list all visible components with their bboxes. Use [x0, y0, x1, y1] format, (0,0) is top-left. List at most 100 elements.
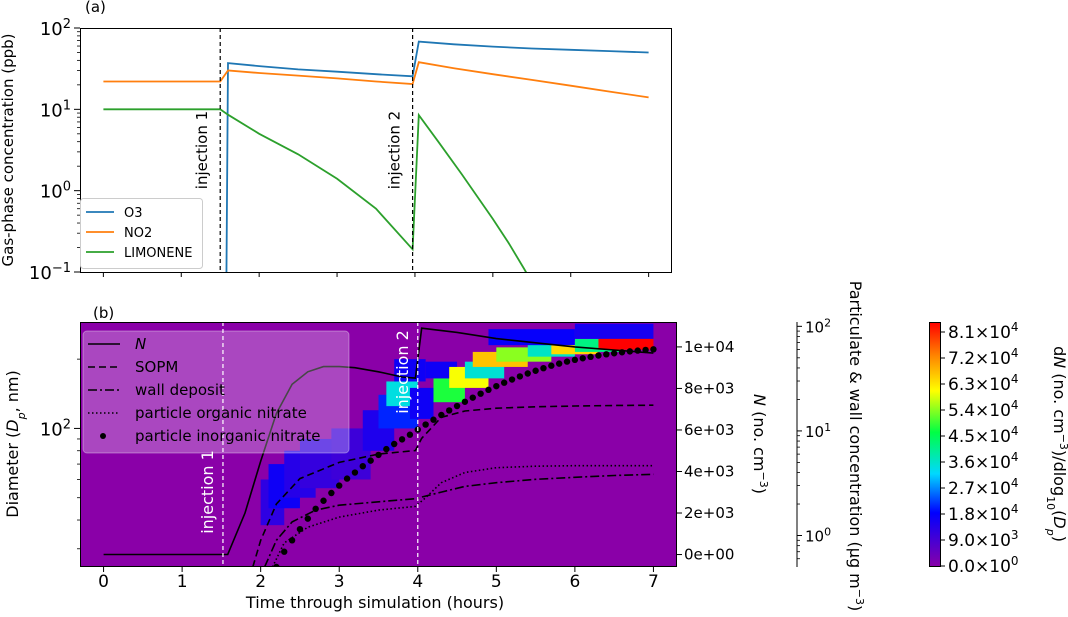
inorganic-nitrate-point [626, 348, 634, 355]
inorganic-nitrate-point [406, 431, 414, 438]
panel-b-ylabel: Diameter (Dp, nm) [3, 370, 28, 517]
panel-b-xlabel: Time through simulation (hours) [245, 593, 504, 612]
panel-b-label: (b) [93, 304, 114, 322]
inorganic-nitrate-point [555, 360, 563, 367]
panel-b-xtick-label: 1 [177, 572, 188, 592]
panel-b-legend-box [82, 330, 350, 454]
colorbar-tick-label: 5.4×104 [948, 398, 1019, 421]
panel-a-legend-box [80, 198, 203, 269]
right-axis-tick-label: 1e+04 [684, 338, 734, 356]
inorganic-nitrate-point [469, 394, 476, 401]
inorganic-nitrate-point [375, 451, 382, 459]
inorganic-nitrate-point [288, 537, 296, 544]
injection-label-b: injection 1 [198, 450, 217, 534]
injection-label-a: injection 1 [193, 111, 211, 189]
series-line-limonene [103, 108, 527, 272]
legend-entry: wall deposit [135, 381, 225, 399]
colorbar-tick-label: 6.3×104 [948, 372, 1019, 395]
inorganic-nitrate-point [508, 376, 516, 383]
legend-entry: particle inorganic nitrate [135, 427, 321, 445]
inorganic-nitrate-point [540, 364, 547, 372]
inorganic-nitrate-point [500, 379, 508, 386]
colorbar-tick-label: 8.1×104 [948, 320, 1019, 343]
inorganic-nitrate-point [587, 353, 594, 361]
series-line-n [103, 327, 654, 556]
inorganic-nitrate-point [548, 362, 555, 369]
inorganic-nitrate-point [304, 515, 312, 522]
far-right-axis-tick-label: 101 [805, 420, 831, 441]
series-line-particle-organic-nitrate [271, 464, 654, 567]
inorganic-nitrate-point [595, 352, 602, 359]
colorbar-tick-label: 0.0×100 [948, 554, 1019, 577]
inorganic-nitrate-point [493, 382, 500, 390]
panel-a-ytick-label: 102 [40, 17, 71, 41]
panel-b-xtick-label: 7 [648, 572, 659, 592]
panel-a-ytick-label: 101 [40, 98, 71, 122]
inorganic-nitrate-point [516, 373, 524, 380]
heatmap-cell [598, 336, 654, 350]
panel-a-ylabel: Gas-phase concentration (ppb) [0, 34, 17, 267]
colorbar-gradient [929, 322, 941, 567]
inorganic-nitrate-point [367, 457, 374, 464]
heatmap-cells [260, 323, 654, 526]
inorganic-nitrate-point [320, 497, 327, 504]
legend-entry: NO2 [124, 226, 152, 241]
inorganic-nitrate-point [328, 489, 335, 497]
inorganic-nitrate-point [485, 386, 492, 394]
legend-swatch [100, 433, 106, 439]
legend-entry: SOPM [135, 358, 178, 376]
panel-b-legend: N SOPM wall deposit particle organic nitrat… [82, 330, 350, 454]
inorganic-nitrate-point [312, 505, 319, 513]
colorbar-tick-label: 4.5×104 [948, 424, 1019, 447]
far-right-axis-tick-label: 100 [805, 525, 831, 546]
inorganic-nitrate-point [650, 346, 657, 353]
right-axis-tick-label: 8e+03 [684, 379, 734, 397]
inorganic-nitrate-point [422, 421, 429, 428]
inorganic-nitrate-point [461, 398, 469, 405]
right-axis-label: N (no. cm−3) [750, 394, 771, 494]
inorganic-nitrate-point [579, 355, 586, 362]
panel-a-ytick-label: 10−1 [29, 261, 71, 285]
right-axis-tick-label: 4e+03 [684, 462, 734, 480]
series-line-no2 [103, 61, 649, 99]
colorbar-tick-label: 9.0×103 [948, 528, 1019, 551]
panel-b-xtick-label: 4 [412, 572, 423, 592]
colorbar: 0.0×100 9.0×103 1.8×104 2.7×104 3.6×104 4.5×1… [929, 320, 1068, 577]
legend-entry: O3 [124, 206, 143, 221]
colorbar-tick-label: 1.8×104 [948, 502, 1019, 525]
inorganic-nitrate-point [438, 411, 445, 419]
panel-a-ytick-label: 100 [40, 179, 71, 203]
series-line-sopm [252, 404, 654, 567]
inorganic-nitrate-point [618, 349, 626, 356]
heatmap-cell [574, 323, 654, 339]
inorganic-nitrate-point [571, 356, 579, 364]
inorganic-nitrate-point [391, 440, 398, 448]
panel-a: (a) Gas-phase concentration (ppb) 10−1 10… [0, 0, 672, 284]
panel-a-label: (a) [85, 0, 106, 16]
right-axis-tick-label: 6e+03 [684, 421, 734, 439]
inorganic-nitrate-point [281, 548, 288, 555]
panel-b-xtick-label: 5 [491, 572, 502, 592]
heatmap-cell [409, 387, 434, 419]
inorganic-nitrate-point [336, 482, 343, 489]
heatmap-cell [488, 329, 575, 346]
far-right-axis-label: Particulate & wall concentration (µg m−3… [846, 281, 867, 611]
inorganic-nitrate-point [642, 346, 649, 354]
inorganic-nitrate-point [359, 462, 366, 470]
panel-b: (b) injection 1 injection 2 N SOPM wall dep… [3, 281, 867, 612]
panel-b-xtick-label: 0 [98, 572, 109, 592]
legend-entry: particle organic nitrate [135, 404, 307, 422]
inorganic-nitrate-point [532, 367, 539, 374]
colorbar-label: dN (no. cm−3)/dlog10(Dp) [1045, 346, 1068, 542]
legend-entry: LIMONENE [124, 246, 192, 261]
inorganic-nitrate-point [603, 351, 610, 358]
colorbar-tick-label: 2.7×104 [948, 476, 1019, 499]
series-line-wall-deposit [263, 473, 654, 567]
injection-label-a: injection 2 [386, 111, 404, 189]
inorganic-nitrate-point [563, 358, 571, 365]
panel-b-ytick-label: 102 [40, 417, 71, 441]
far-right-axis-tick-label: 102 [805, 316, 831, 337]
inorganic-nitrate-point [296, 525, 304, 533]
panel-b-xtick-label: 6 [569, 572, 580, 592]
